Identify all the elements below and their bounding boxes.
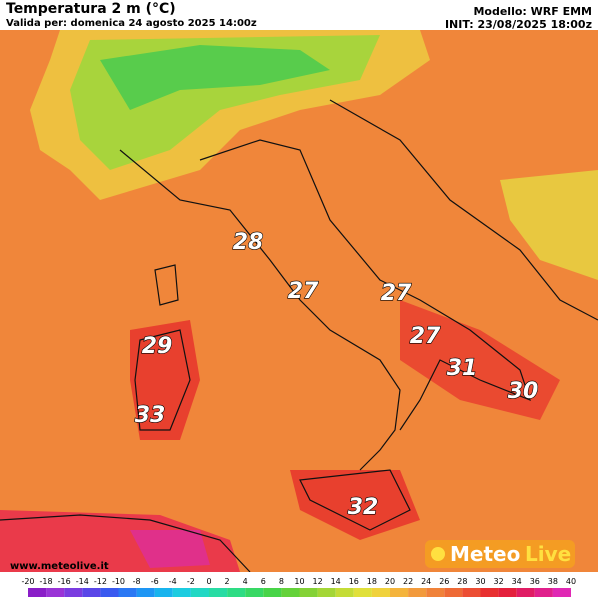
colorbar-bin: [444, 588, 463, 597]
africa-hottest: [130, 530, 210, 568]
colorbar-tick-label: 20: [385, 577, 395, 586]
coastline: [119, 139, 531, 471]
city-labels: 28 27 27 27 29 31 30 33 32: [134, 229, 539, 520]
colorbar-tick-label: 8: [279, 577, 284, 586]
islands: [134, 264, 411, 531]
colorbar-bin: [317, 588, 336, 597]
alps-cold: [100, 45, 330, 110]
colorbar-tick-label: -16: [58, 577, 71, 586]
city-temperature: 29: [142, 334, 173, 359]
colorbar-tick-label: 40: [566, 577, 576, 586]
colorbar-bin: [190, 588, 209, 597]
colorbar-bin: [136, 588, 155, 597]
colorbar-bin: [28, 588, 47, 597]
colorbar-tick-label: 38: [548, 577, 558, 586]
colorbar-bin: [64, 588, 83, 597]
colorbar-tick-label: -2: [187, 577, 195, 586]
colorbar-bin: [462, 588, 481, 597]
logo: Meteo Live: [425, 540, 575, 568]
city-temperature: 28: [233, 230, 264, 255]
header-bg: [0, 0, 598, 30]
colorbar-tick-label: 4: [243, 577, 248, 586]
colorbar-bin: [408, 588, 427, 597]
colorbar-tick-label: -8: [133, 577, 141, 586]
colorbar-tick-label: 0: [206, 577, 211, 586]
colorbar-bin: [172, 588, 191, 597]
colorbar-bin: [480, 588, 499, 597]
colorbar-bin: [209, 588, 228, 597]
colorbar-tick-label: 22: [403, 577, 413, 586]
colorbar-tick-label: 32: [494, 577, 504, 586]
balkan-cool: [500, 170, 598, 280]
logo-bg: [425, 540, 575, 568]
adriatic-coast: [329, 99, 598, 321]
colorbar-tick-label: 16: [349, 577, 359, 586]
colorbar-tick-label: 30: [475, 577, 485, 586]
website: www.meteolive.it: [10, 561, 109, 572]
sicily-hot: [290, 470, 420, 540]
colorbar-tick-label: 28: [457, 577, 467, 586]
city-temperature: 27: [288, 279, 319, 304]
colorbar-tick-label: 14: [331, 577, 341, 586]
colorbar-bin: [498, 588, 517, 597]
colorbar-bin: [281, 588, 300, 597]
colorbar-bin: [335, 588, 354, 597]
colorbar-tick-label: 26: [439, 577, 449, 586]
valid-time: Valida per: domenica 24 agosto 2025 14:0…: [6, 18, 257, 29]
colorbar-tick-label: 36: [530, 577, 540, 586]
city-temperature: 27: [381, 281, 412, 306]
colorbar-bin: [552, 588, 571, 597]
city-temperature: 33: [135, 403, 166, 428]
colorbar-tick-label: -14: [76, 577, 89, 586]
logo-brand-live: Live: [525, 542, 571, 566]
colorbar-tick-label: 18: [367, 577, 377, 586]
africa-coast: [0, 514, 251, 573]
init-time: INIT: 23/08/2025 18:00z: [445, 18, 592, 31]
city-temperature: 31: [447, 356, 478, 381]
city-temperature: 30: [508, 379, 539, 404]
city-temperature: 27: [410, 324, 441, 349]
city-temperature: 32: [348, 495, 379, 520]
colorbar-tick-label: -6: [151, 577, 159, 586]
colorbar-tick-label: 12: [313, 577, 323, 586]
colorbar-bin: [100, 588, 119, 597]
logo-brand: Meteo: [450, 542, 520, 566]
model: Modello: WRF EMM: [473, 5, 592, 18]
colorbar-bin: [82, 588, 101, 597]
colorbar-tick-label: -4: [169, 577, 177, 586]
colorbar-bin: [245, 588, 264, 597]
colorbar-tick-label: -18: [40, 577, 53, 586]
colorbar-tick-label: -12: [94, 577, 107, 586]
title: Temperatura 2 m (°C): [6, 1, 176, 17]
sun-icon: [431, 547, 445, 561]
colorbar-tick-label: -10: [112, 577, 125, 586]
colorbar-tick-label: 2: [225, 577, 230, 586]
colorbar-bin: [46, 588, 65, 597]
colorbar-tick-label: 34: [512, 577, 522, 586]
colorbar-bin: [353, 588, 372, 597]
colorbar-bin: [154, 588, 173, 597]
apulia-hot: [400, 300, 560, 420]
colorbar-bin: [516, 588, 535, 597]
colorbar-tick-label: 6: [261, 577, 266, 586]
colorbar-bin: [118, 588, 137, 597]
colorbar-bin: [390, 588, 409, 597]
map: 28 27 27 27 29 31 30 33 32: [0, 30, 598, 573]
colorbar-bin: [299, 588, 318, 597]
colorbar-bin: [534, 588, 553, 597]
colorbar: -20 -18 -16 -14 -12 -10 -8 -6 -4 -2 0 2 4 6 8 10 12 14 16 1…: [21, 577, 576, 597]
colorbar-bin: [227, 588, 246, 597]
colorbar-tick-label: 24: [421, 577, 431, 586]
colorbar-bin: [426, 588, 445, 597]
colorbar-bin: [263, 588, 282, 597]
sardinia-hot: [130, 320, 200, 440]
colorbar-tick-label: -20: [21, 577, 34, 586]
colorbar-tick-label: 10: [294, 577, 304, 586]
colorbar-bin: [371, 588, 390, 597]
